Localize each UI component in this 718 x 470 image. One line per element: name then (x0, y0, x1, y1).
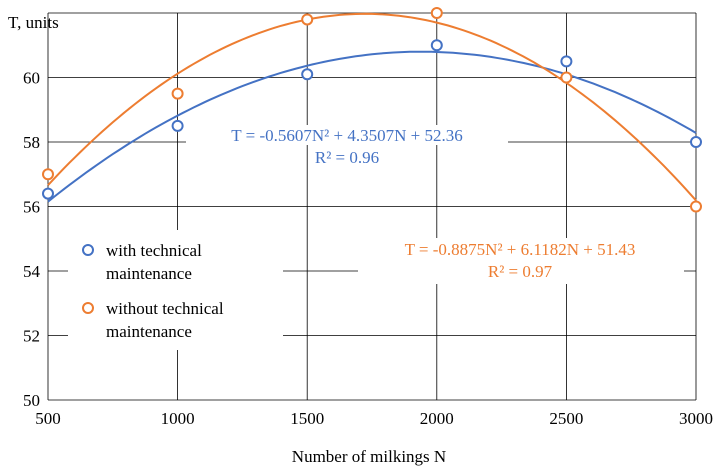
equation-label-without-maintenance: T = -0.8875N² + 6.1182N + 51.43 R² = 0.9… (358, 238, 684, 284)
legend-marker-without-maintenance (82, 302, 94, 314)
x-tick-label: 500 (35, 409, 61, 428)
data-point-series-0 (690, 136, 702, 148)
y-axis-label: T, units (8, 13, 59, 32)
r2-with-maintenance: R² = 0.96 (315, 148, 379, 167)
legend-label-without-maintenance-line1: without technical (106, 299, 224, 318)
data-point-series-1 (171, 87, 184, 100)
data-point-series-0 (42, 187, 54, 200)
data-point-series-1 (301, 13, 314, 26)
equation-without-maintenance: T = -0.8875N² + 6.1182N + 51.43 (405, 240, 636, 259)
data-point-series-1 (430, 7, 443, 19)
x-tick-labels: 500 1000 1500 2000 2500 3000 (35, 409, 713, 428)
data-point-series-0 (301, 68, 314, 81)
equation-label-background (358, 238, 684, 284)
legend-label-with-maintenance-line2: maintenance (106, 264, 192, 283)
y-tick-label: 52 (23, 327, 40, 346)
x-tick-label: 1000 (161, 409, 195, 428)
legend-marker-with-maintenance (82, 244, 94, 256)
x-tick-label: 2500 (549, 409, 583, 428)
x-tick-label: 1500 (290, 409, 324, 428)
data-points (42, 7, 702, 213)
y-tick-labels: 50 52 54 56 58 60 (23, 69, 41, 411)
equation-label-background (186, 125, 508, 145)
data-point-series-0 (430, 39, 443, 52)
legend: with technical maintenance without techn… (68, 230, 283, 350)
y-tick-label: 56 (23, 198, 40, 217)
trendline-series-0 (47, 50, 697, 203)
data-point-series-0 (171, 119, 184, 132)
data-point-series-0 (560, 55, 573, 68)
x-tick-label: 3000 (679, 409, 713, 428)
equation-with-maintenance: T = -0.5607N² + 4.3507N + 52.36 (231, 126, 462, 145)
trendline-series-1 (47, 12, 697, 202)
legend-label-without-maintenance-line2: maintenance (106, 322, 192, 341)
y-tick-label: 58 (23, 133, 40, 152)
equation-label-with-maintenance: T = -0.5607N² + 4.3507N + 52.36 R² = 0.9… (186, 125, 508, 167)
x-axis-label: Number of milkings N (292, 447, 446, 466)
trendlines (47, 12, 697, 203)
data-point-series-1 (560, 71, 573, 84)
y-tick-label: 50 (23, 391, 40, 410)
x-tick-label: 2000 (420, 409, 454, 428)
r2-without-maintenance: R² = 0.97 (488, 262, 553, 281)
data-point-series-1 (690, 200, 702, 213)
y-tick-label: 60 (23, 69, 40, 88)
legend-background (68, 230, 283, 350)
data-point-series-1 (42, 168, 54, 181)
legend-label-with-maintenance-line1: with technical (106, 241, 202, 260)
y-tick-label: 54 (23, 262, 41, 281)
